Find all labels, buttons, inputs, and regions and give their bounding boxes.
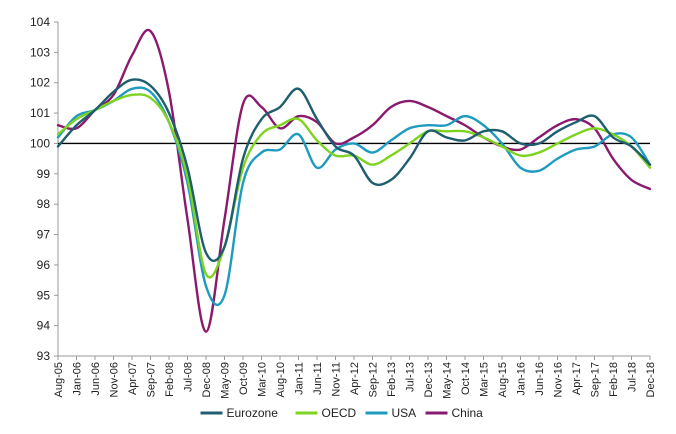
x-tick-label: Apr-12 (349, 362, 361, 395)
x-tick-label: Apr-07 (127, 362, 139, 395)
x-tick-label: Feb-13 (386, 362, 398, 397)
x-tick-label: Sep-12 (368, 362, 380, 397)
legend-item-usa: USA (365, 406, 417, 420)
x-tick-label: Sep-17 (590, 362, 602, 397)
legend-label: USA (392, 406, 417, 420)
x-tick-label: Jul-18 (627, 362, 639, 392)
x-tick-label: Mar-15 (479, 362, 491, 397)
x-tick-label: Nov-16 (553, 362, 565, 397)
y-tick-label: 98 (37, 197, 51, 211)
legend-label: OECD (322, 406, 357, 420)
legend-item-oecd: OECD (295, 406, 357, 420)
x-tick-label: Nov-11 (331, 362, 343, 397)
y-tick-label: 103 (30, 45, 50, 59)
x-tick-label: May-14 (442, 362, 454, 399)
x-tick-label: Nov-06 (109, 362, 121, 397)
legend-item-china: China (425, 406, 484, 420)
x-tick-label: Jun-06 (90, 362, 102, 396)
x-tick-label: Dec-13 (423, 362, 435, 397)
y-tick-label: 100 (30, 136, 50, 150)
legend-item-eurozone: Eurozone (200, 406, 279, 420)
y-tick-label: 104 (30, 15, 50, 29)
y-tick-label: 101 (30, 106, 50, 120)
y-tick-label: 96 (37, 258, 51, 272)
x-tick-label: May-09 (220, 362, 232, 399)
x-tick-label: Jan-11 (294, 362, 306, 395)
x-tick-label: Jul-13 (405, 362, 417, 392)
y-tick-label: 97 (37, 228, 51, 242)
x-tick-label: Jan-06 (72, 362, 84, 396)
x-tick-label: Dec-18 (645, 362, 657, 397)
x-tick-label: Oct-09 (238, 362, 250, 395)
x-tick-label: Aug-15 (497, 362, 509, 397)
y-tick-label: 94 (37, 319, 51, 333)
x-tick-label: Mar-10 (257, 362, 269, 397)
x-tick-label: Jun-11 (312, 362, 324, 395)
x-tick-label: Oct-14 (460, 362, 472, 395)
legend-label: Eurozone (227, 406, 279, 420)
x-tick-label: Jan-16 (516, 362, 528, 396)
x-tick-label: Feb-18 (608, 362, 620, 397)
y-tick-label: 99 (37, 167, 51, 181)
y-tick-label: 95 (37, 288, 51, 302)
x-tick-label: Apr-17 (571, 362, 583, 395)
series-line-china (56, 28, 652, 333)
x-tick-label: Aug-10 (275, 362, 287, 397)
legend: Eurozone OECD USA China (200, 406, 484, 420)
x-tick-label: Feb-08 (164, 362, 176, 397)
y-tick-label: 93 (37, 349, 51, 363)
x-tick-label: Aug-05 (53, 362, 65, 397)
x-tick-label: Jun-16 (534, 362, 546, 396)
x-tick-label: Sep-07 (146, 362, 158, 397)
series-lines (56, 28, 652, 333)
series-line-usa (56, 86, 652, 307)
x-tick-label: Jul-08 (183, 362, 195, 392)
series-line-eurozone (56, 78, 652, 262)
legend-label: China (452, 406, 484, 420)
x-tick-label: Dec-08 (201, 362, 213, 397)
y-tick-label: 102 (30, 76, 50, 90)
axes: 93 94 95 96 97 98 99 100 101 102 103 104 Aug-05 Jan-0… (30, 15, 657, 399)
series-line-oecd (56, 93, 652, 279)
